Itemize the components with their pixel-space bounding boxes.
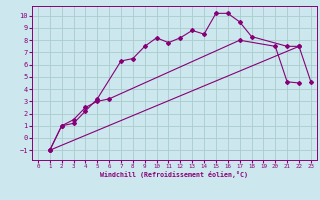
X-axis label: Windchill (Refroidissement éolien,°C): Windchill (Refroidissement éolien,°C) bbox=[100, 171, 248, 178]
